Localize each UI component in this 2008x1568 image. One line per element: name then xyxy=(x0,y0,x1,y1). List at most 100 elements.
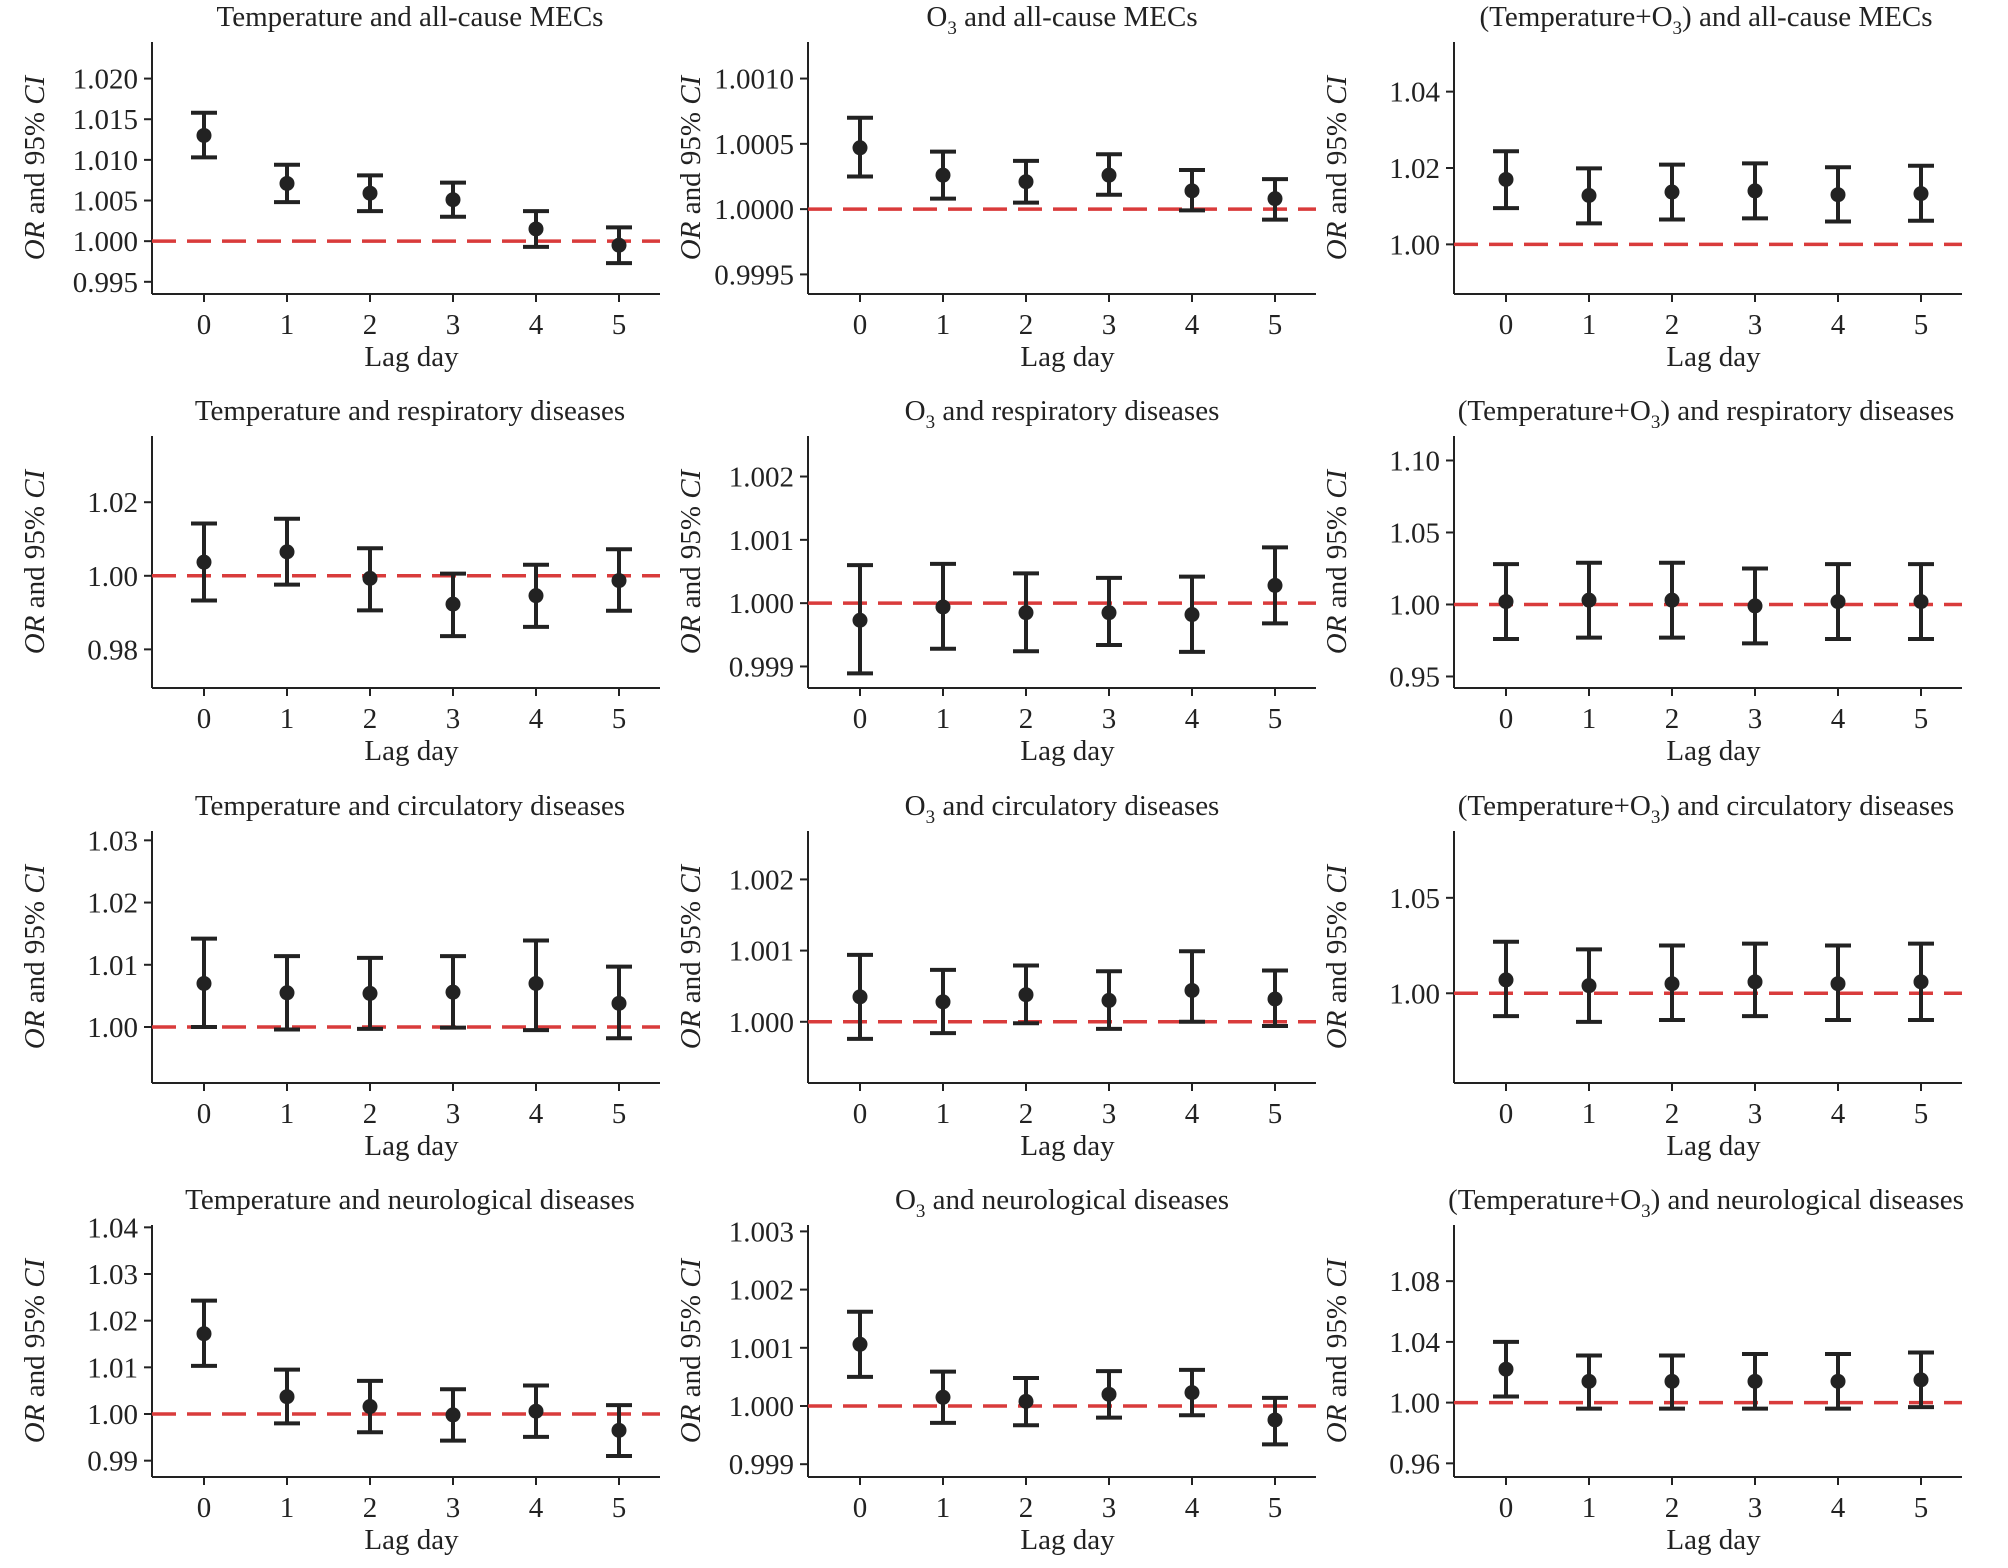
x-tick-label: 1 xyxy=(1582,1492,1597,1524)
data-point xyxy=(1830,594,1846,610)
panel-title: (Temperature+O3) and respiratory disease… xyxy=(1458,395,1955,433)
data-point xyxy=(852,612,868,628)
y-tick-label: 1.00 xyxy=(87,1012,138,1044)
data-point xyxy=(852,140,868,156)
y-tick-label: 0.9995 xyxy=(714,259,794,291)
y-tick-label: 0.95 xyxy=(1389,661,1440,693)
x-tick-label: 5 xyxy=(612,1098,627,1130)
y-tick-label: 0.99 xyxy=(87,1446,138,1478)
y-tick-label: 1.03 xyxy=(87,1259,138,1291)
x-tick-label: 5 xyxy=(612,1492,627,1524)
panel-11: O3 and neurological diseases 1.003 1.002 1.… xyxy=(675,1184,1316,1556)
x-tick-label: 5 xyxy=(612,309,627,341)
y-tick-label: 0.999 xyxy=(729,651,794,683)
data-point xyxy=(1498,1361,1514,1377)
y-axis-label: OR and 95% CI xyxy=(19,74,51,260)
data-point xyxy=(1184,607,1200,623)
x-tick-label: 1 xyxy=(280,1098,295,1130)
x-tick-label: 4 xyxy=(1831,1098,1846,1130)
y-tick-label: 1.05 xyxy=(1389,517,1440,549)
x-tick-label: 5 xyxy=(612,703,627,735)
data-point xyxy=(1184,183,1200,199)
panel-6: (Temperature+O3) and respiratory disease… xyxy=(1321,395,1962,767)
data-point xyxy=(528,975,544,991)
y-tick-label: 1.02 xyxy=(1389,153,1440,185)
y-tick-label: 1.002 xyxy=(729,462,794,494)
data-point xyxy=(1101,992,1117,1008)
y-tick-label: 0.98 xyxy=(87,634,138,666)
x-tick-label: 3 xyxy=(1748,1492,1763,1524)
panel-12: (Temperature+O3) and neurological diseas… xyxy=(1321,1184,1964,1556)
data-point xyxy=(1830,187,1846,203)
x-tick-label: 2 xyxy=(1019,1098,1034,1130)
y-axis-label: OR and 95% CI xyxy=(1321,468,1353,654)
y-tick-label: 1.001 xyxy=(729,525,794,557)
y-tick-label: 1.02 xyxy=(87,1306,138,1338)
y-tick-label: 1.000 xyxy=(729,1007,794,1039)
panel-5: O3 and respiratory diseases 1.002 1.001 1.0… xyxy=(675,395,1316,767)
x-axis-label: Lag day xyxy=(1020,341,1115,373)
data-point xyxy=(279,544,295,560)
x-tick-label: 1 xyxy=(280,309,295,341)
x-tick-label: 0 xyxy=(1499,1492,1514,1524)
x-tick-label: 0 xyxy=(1499,309,1514,341)
data-point xyxy=(935,994,951,1010)
x-tick-label: 1 xyxy=(1582,1098,1597,1130)
x-tick-label: 3 xyxy=(446,1098,461,1130)
y-tick-label: 1.00 xyxy=(1389,1388,1440,1420)
panel-title: Temperature and neurological diseases xyxy=(185,1184,635,1216)
x-tick-label: 4 xyxy=(1185,1098,1200,1130)
data-point xyxy=(1101,1386,1117,1402)
x-tick-label: 4 xyxy=(529,309,544,341)
data-point xyxy=(1913,1372,1929,1388)
panel-title: (Temperature+O3) and circulatory disease… xyxy=(1458,790,1954,828)
y-tick-label: 1.00 xyxy=(87,1399,138,1431)
x-tick-label: 3 xyxy=(446,1492,461,1524)
panel-title: (Temperature+O3) and neurological diseas… xyxy=(1448,1184,1964,1222)
data-point xyxy=(1581,187,1597,203)
y-tick-label: 1.0000 xyxy=(714,194,794,226)
x-tick-label: 1 xyxy=(936,1492,951,1524)
y-axis-label: OR and 95% CI xyxy=(675,1257,707,1443)
data-point xyxy=(1913,186,1929,202)
x-tick-label: 4 xyxy=(1831,1492,1846,1524)
y-axis-label: OR and 95% CI xyxy=(19,863,51,1049)
panel-title: O3 and respiratory diseases xyxy=(905,395,1220,433)
x-tick-label: 0 xyxy=(853,1492,868,1524)
data-point xyxy=(611,573,627,589)
data-point xyxy=(1747,598,1763,614)
y-tick-label: 1.0005 xyxy=(714,129,794,161)
data-point xyxy=(611,995,627,1011)
data-point xyxy=(528,221,544,237)
x-tick-label: 0 xyxy=(197,1492,212,1524)
data-point xyxy=(1018,987,1034,1003)
data-point xyxy=(852,989,868,1005)
y-tick-label: 1.000 xyxy=(729,1391,794,1423)
panel-9: (Temperature+O3) and circulatory disease… xyxy=(1321,790,1962,1162)
x-axis-label: Lag day xyxy=(364,735,459,767)
x-tick-label: 3 xyxy=(1102,309,1117,341)
panel-3: (Temperature+O3) and all-cause MECs 1.04 1… xyxy=(1321,1,1962,373)
data-point xyxy=(1913,974,1929,990)
data-point xyxy=(1184,1385,1200,1401)
data-point xyxy=(1830,976,1846,992)
data-point xyxy=(1018,1393,1034,1409)
data-point xyxy=(1747,974,1763,990)
y-tick-label: 1.00 xyxy=(1389,229,1440,261)
x-axis-label: Lag day xyxy=(1666,735,1761,767)
x-tick-label: 2 xyxy=(1665,1492,1680,1524)
data-point xyxy=(1184,982,1200,998)
panel-title: O3 and circulatory diseases xyxy=(905,790,1220,828)
y-tick-label: 1.02 xyxy=(87,487,138,519)
y-tick-label: 1.10 xyxy=(1389,445,1440,477)
y-axis-label: OR and 95% CI xyxy=(675,863,707,1049)
data-point xyxy=(1018,605,1034,621)
x-tick-label: 4 xyxy=(529,1492,544,1524)
x-tick-label: 0 xyxy=(1499,703,1514,735)
data-point xyxy=(196,554,212,570)
data-point xyxy=(852,1336,868,1352)
x-tick-label: 2 xyxy=(363,1492,378,1524)
y-tick-label: 1.001 xyxy=(729,1333,794,1365)
panel-8: O3 and circulatory diseases 1.002 1.001 1.0… xyxy=(675,790,1316,1162)
data-point xyxy=(362,1399,378,1415)
